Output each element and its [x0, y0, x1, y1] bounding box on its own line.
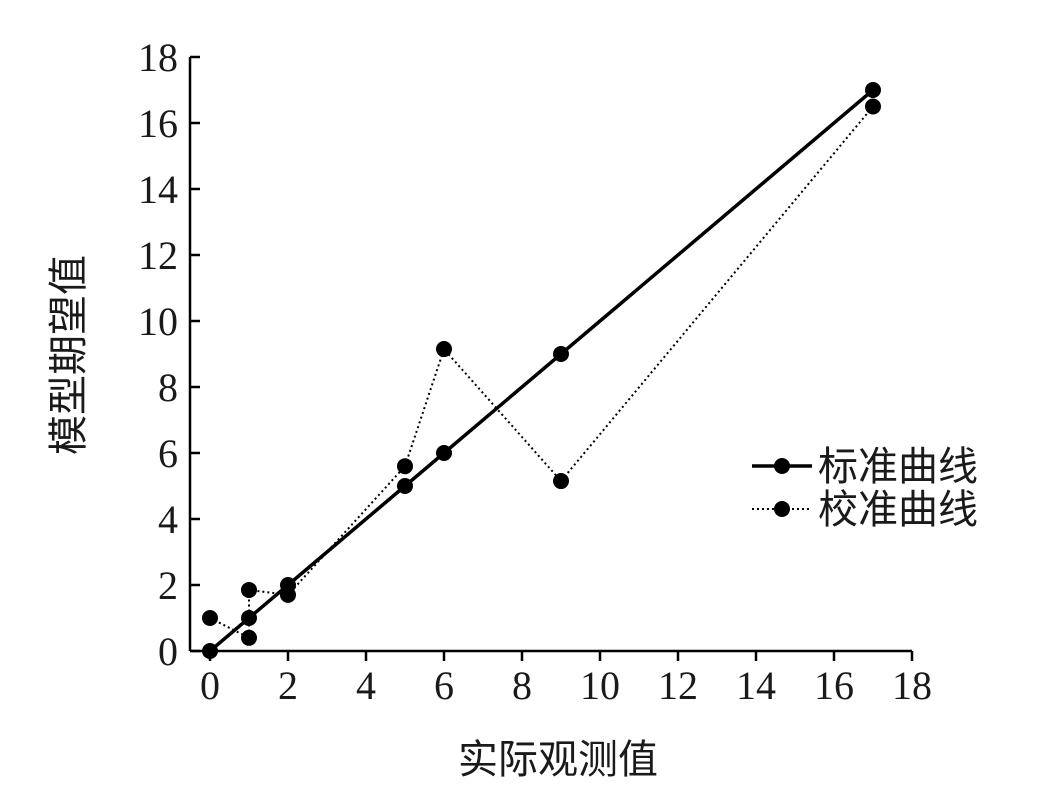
- standard-curve-point: [202, 643, 218, 659]
- y-ticks: 0 2 4 6 8 10 12 14 16 18: [138, 35, 200, 674]
- calibration-curve-point: [436, 341, 452, 358]
- y-tick-label: 4: [158, 497, 178, 542]
- x-tick-label: 0: [200, 663, 220, 708]
- y-tick-label: 18: [138, 35, 178, 80]
- standard-curve-point: [436, 445, 452, 461]
- calibration-curve-point: [241, 629, 257, 646]
- series-calibration-curve: [202, 98, 881, 646]
- legend-calibration-label: 校准曲线: [818, 487, 978, 533]
- standard-curve-point: [397, 478, 413, 494]
- standard-curve-line: [208, 88, 875, 653]
- calibration-curve-point: [553, 473, 569, 490]
- x-ticks: 0 2 4 6 8 10 12 14 16 18: [200, 651, 932, 708]
- standard-curve-point: [280, 577, 296, 593]
- calibration-curve-point: [202, 610, 218, 626]
- y-tick-label: 2: [158, 563, 178, 608]
- y-tick-label: 0: [158, 629, 178, 674]
- y-tick-label: 8: [158, 365, 178, 410]
- calibration-curve-point: [865, 98, 881, 115]
- calibration-curve-point: [397, 458, 413, 475]
- y-tick-label: 10: [138, 299, 178, 344]
- legend-standard-marker: [774, 458, 790, 474]
- x-tick-label: 10: [580, 663, 620, 708]
- series-layer: [202, 82, 881, 659]
- x-tick-label: 12: [658, 663, 698, 708]
- standard-curve-point: [241, 610, 257, 626]
- y-tick-label: 6: [158, 431, 178, 476]
- y-tick-label: 16: [138, 101, 178, 146]
- x-tick-label: 2: [278, 663, 298, 708]
- series-standard-curve: [202, 82, 881, 659]
- x-tick-label: 16: [814, 663, 854, 708]
- legend-standard-label: 标准曲线: [818, 444, 978, 490]
- legend-calibration-marker: [774, 501, 790, 517]
- y-tick-label: 14: [138, 167, 178, 212]
- x-tick-label: 14: [736, 663, 776, 708]
- x-axis-title: 实际观测值: [458, 737, 658, 783]
- calibration-curve-point: [241, 581, 257, 598]
- x-tick-label: 6: [434, 663, 454, 708]
- x-tick-label: 8: [512, 663, 532, 708]
- axes: 0 2 4 6 8 10 12 14 16 18 0 2 4 6 8 10 12 14 16 18: [138, 35, 932, 708]
- standard-curve-point: [553, 346, 569, 362]
- x-tick-label: 18: [892, 663, 932, 708]
- y-tick-label: 12: [138, 233, 178, 278]
- x-tick-label: 4: [356, 663, 376, 708]
- standard-curve-point: [865, 82, 881, 98]
- y-axis-title: 模型期望值: [46, 255, 92, 455]
